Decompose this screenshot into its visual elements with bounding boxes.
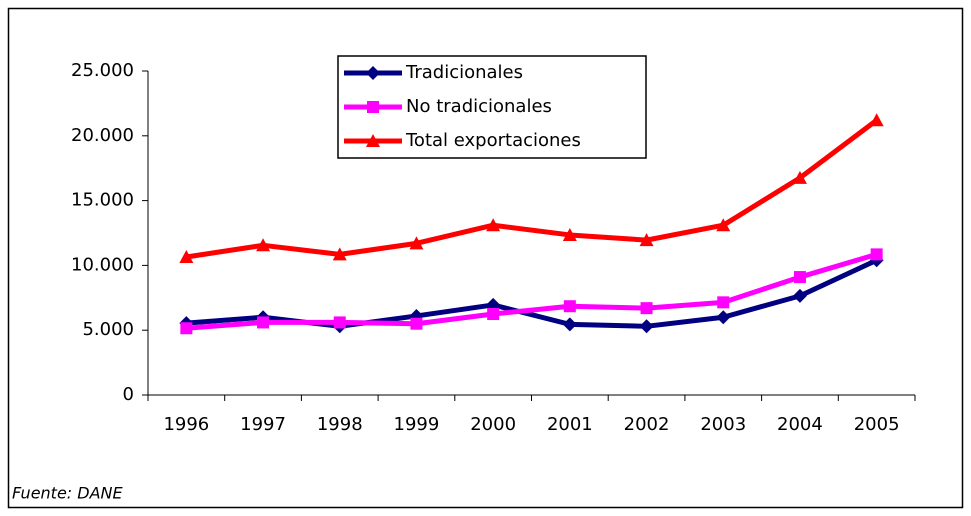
marker — [487, 308, 500, 320]
marker — [716, 310, 731, 325]
marker — [869, 113, 884, 127]
marker — [716, 218, 731, 232]
marker — [793, 271, 806, 284]
x-tick-label: 2005 — [854, 414, 900, 435]
x-tick-label: 2000 — [470, 414, 516, 435]
marker — [563, 300, 576, 313]
marker — [332, 247, 347, 261]
marker — [410, 317, 423, 330]
y-tick-label: 5.000 — [82, 319, 134, 340]
y-tick-label: 20.000 — [71, 125, 134, 146]
x-tick-label: 1997 — [240, 414, 286, 435]
series-line — [185, 118, 879, 260]
source-note: Fuente: DANE — [12, 484, 124, 503]
y-tick-label: 15.000 — [71, 190, 134, 211]
x-tick-label: 2003 — [700, 414, 746, 435]
legend-marker — [366, 134, 380, 147]
marker — [639, 233, 654, 247]
marker — [257, 316, 270, 329]
series-line — [186, 251, 878, 331]
marker — [333, 316, 346, 329]
x-tick-label: 1996 — [163, 414, 209, 435]
legend-label: Tradicionales — [405, 62, 523, 83]
marker — [717, 296, 730, 309]
marker — [180, 322, 193, 335]
legend-marker — [366, 66, 380, 80]
legend-label: No tradicionales — [406, 96, 552, 117]
marker — [256, 238, 271, 252]
marker — [562, 227, 577, 241]
x-tick-label: 1999 — [394, 414, 440, 435]
legend-marker — [367, 101, 379, 113]
marker — [562, 317, 577, 332]
legend-label: Total exportaciones — [405, 130, 581, 151]
marker — [409, 236, 424, 250]
marker — [179, 249, 194, 263]
marker — [486, 218, 501, 232]
x-tick-label: 2001 — [547, 414, 593, 435]
y-tick-label: 0 — [123, 384, 134, 405]
y-tick-label: 10.000 — [71, 254, 134, 275]
marker — [870, 248, 883, 261]
x-tick-label: 1998 — [317, 414, 363, 435]
x-tick-label: 2002 — [624, 414, 670, 435]
y-tick-label: 25.000 — [71, 60, 134, 81]
marker — [640, 302, 653, 315]
marker — [639, 319, 654, 334]
marker — [792, 288, 807, 303]
marker — [792, 170, 807, 184]
x-tick-label: 2004 — [777, 414, 823, 435]
